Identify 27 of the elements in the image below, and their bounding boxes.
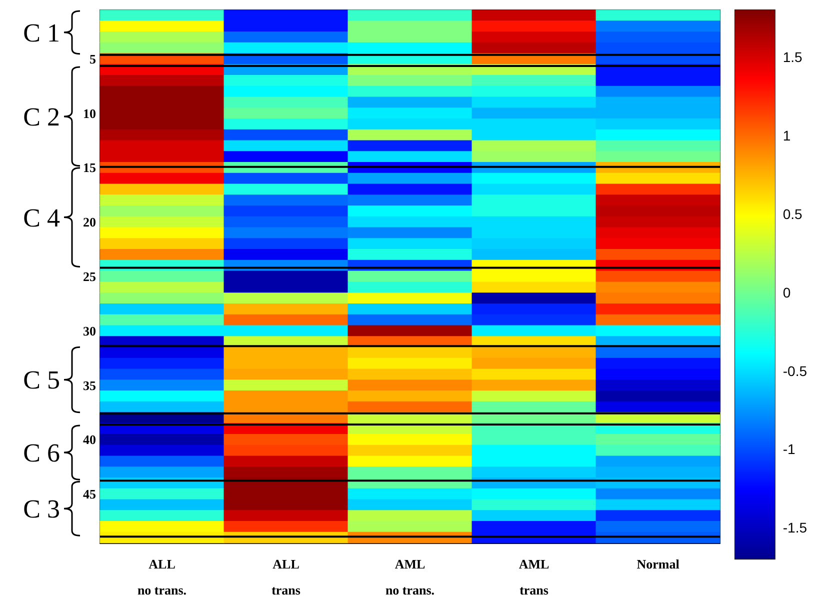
text: C 4 [23, 203, 60, 232]
x-tick-label: ALL trans [272, 556, 300, 598]
y-tick-label: 10 [83, 106, 96, 121]
x-tick-label: ALL no trans. [137, 556, 187, 598]
text: C 5 [23, 366, 60, 395]
text: C 6 [23, 438, 60, 468]
color-bar-label: 0 [782, 284, 791, 300]
y-tick-label: 25 [83, 269, 96, 284]
y-tick-label: 20 [83, 214, 96, 230]
x-tick-label: AML trans [518, 556, 550, 598]
y-tick-label: 40 [83, 432, 96, 448]
color-bar-label: 1 [782, 127, 791, 144]
y-tick-label: 30 [83, 323, 96, 338]
y-tick-label: 45 [83, 486, 96, 502]
color-bar-label: 0.5 [782, 206, 803, 222]
text: C 2 [23, 102, 60, 132]
y-tick-label: 35 [83, 378, 96, 393]
x-tick-label: AML no trans. [385, 556, 435, 598]
x-tick-label: Normal [636, 556, 680, 572]
color-bar-label: 1.5 [782, 49, 803, 66]
color-bar-label: -1 [782, 441, 796, 458]
text: C 1 [23, 18, 60, 48]
text: C 3 [23, 494, 60, 524]
color-bar-label: -1.5 [782, 520, 808, 536]
y-tick-label: 5 [90, 51, 96, 66]
y-tick-label: 15 [83, 160, 96, 176]
color-bar-label: -0.5 [782, 362, 808, 379]
